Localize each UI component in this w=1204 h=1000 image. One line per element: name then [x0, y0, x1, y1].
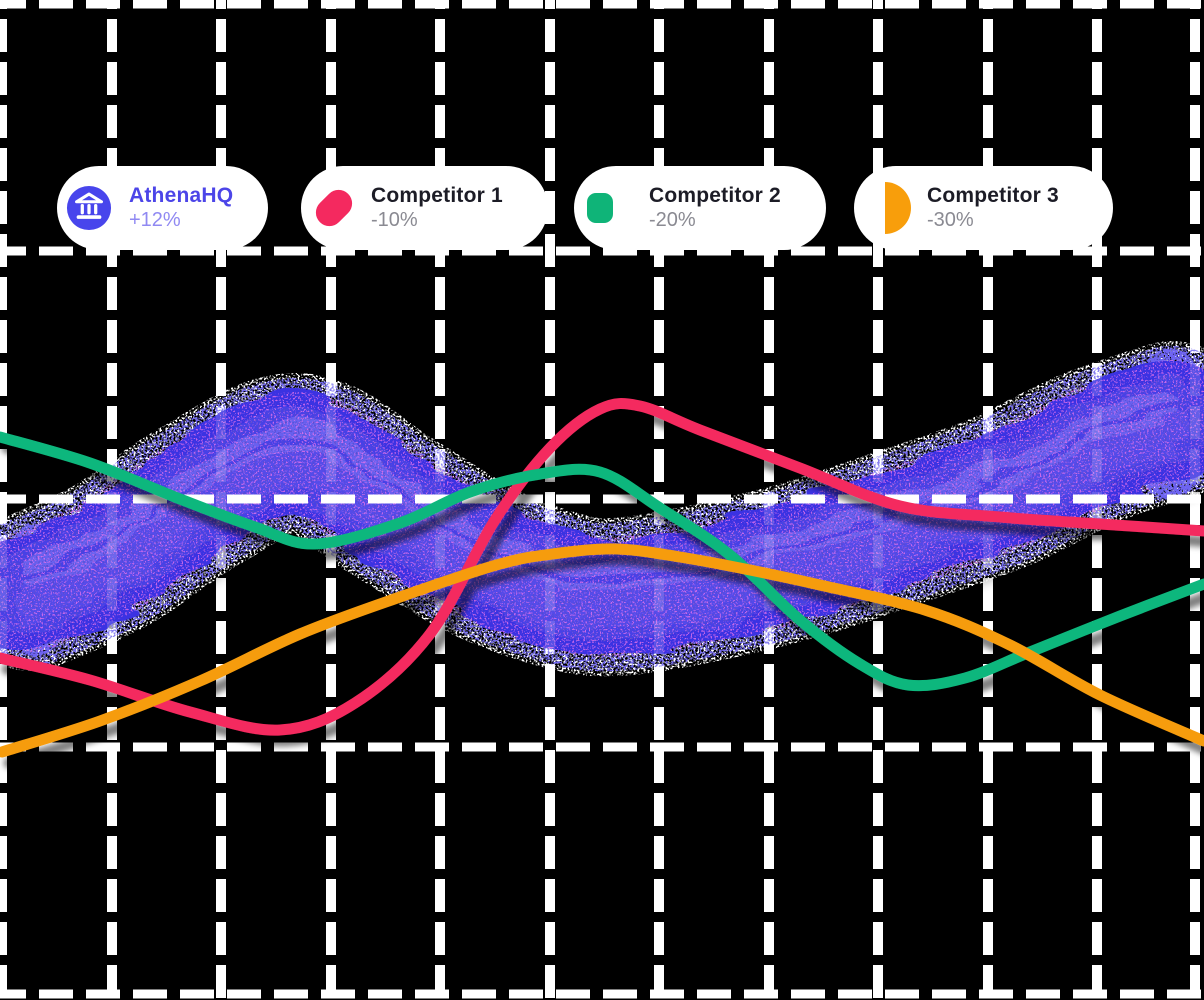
legend-item-athenahq: AthenaHQ +12% [57, 166, 268, 250]
legend-item-competitor-1: Competitor 1 -10% [301, 166, 548, 250]
rounded-square-icon [587, 193, 613, 223]
competitor-lines [0, 398, 1204, 758]
legend-delta: -20% [649, 209, 696, 231]
legend-item-competitor-3: Competitor 3 -30% [854, 166, 1113, 250]
legend-delta: +12% [129, 209, 181, 231]
legend-delta: -30% [927, 209, 974, 231]
bank-icon [66, 185, 112, 231]
competitor-3-line [0, 543, 1204, 758]
legend-name: Competitor 1 [371, 184, 503, 207]
legend-name: AthenaHQ [129, 184, 234, 207]
legend-name: Competitor 2 [649, 184, 781, 207]
half-circle-icon [884, 182, 912, 234]
legend-item-competitor-2: Competitor 2 -20% [574, 166, 826, 250]
competitor-2-line [0, 431, 1204, 692]
diagonal-lozenge-icon [307, 181, 361, 235]
competitor-1-line [0, 398, 1204, 736]
legend-delta: -10% [371, 209, 418, 231]
legend-name: Competitor 3 [927, 184, 1059, 207]
